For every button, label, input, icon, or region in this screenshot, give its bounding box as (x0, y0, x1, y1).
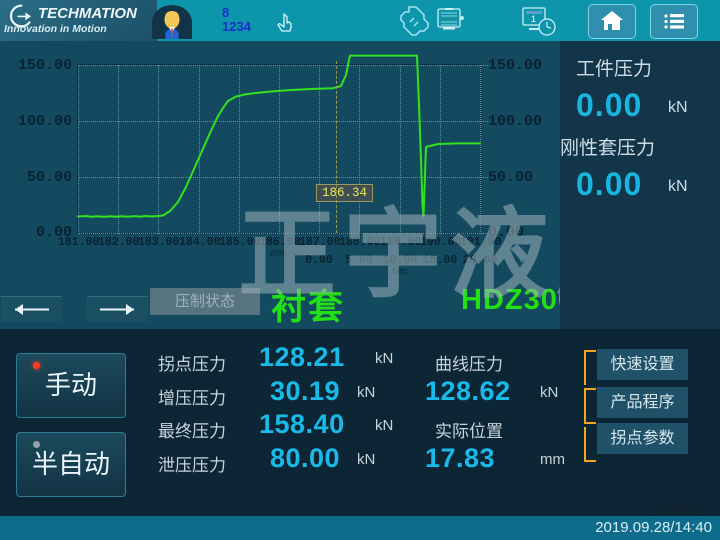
svg-text:1: 1 (531, 14, 536, 24)
